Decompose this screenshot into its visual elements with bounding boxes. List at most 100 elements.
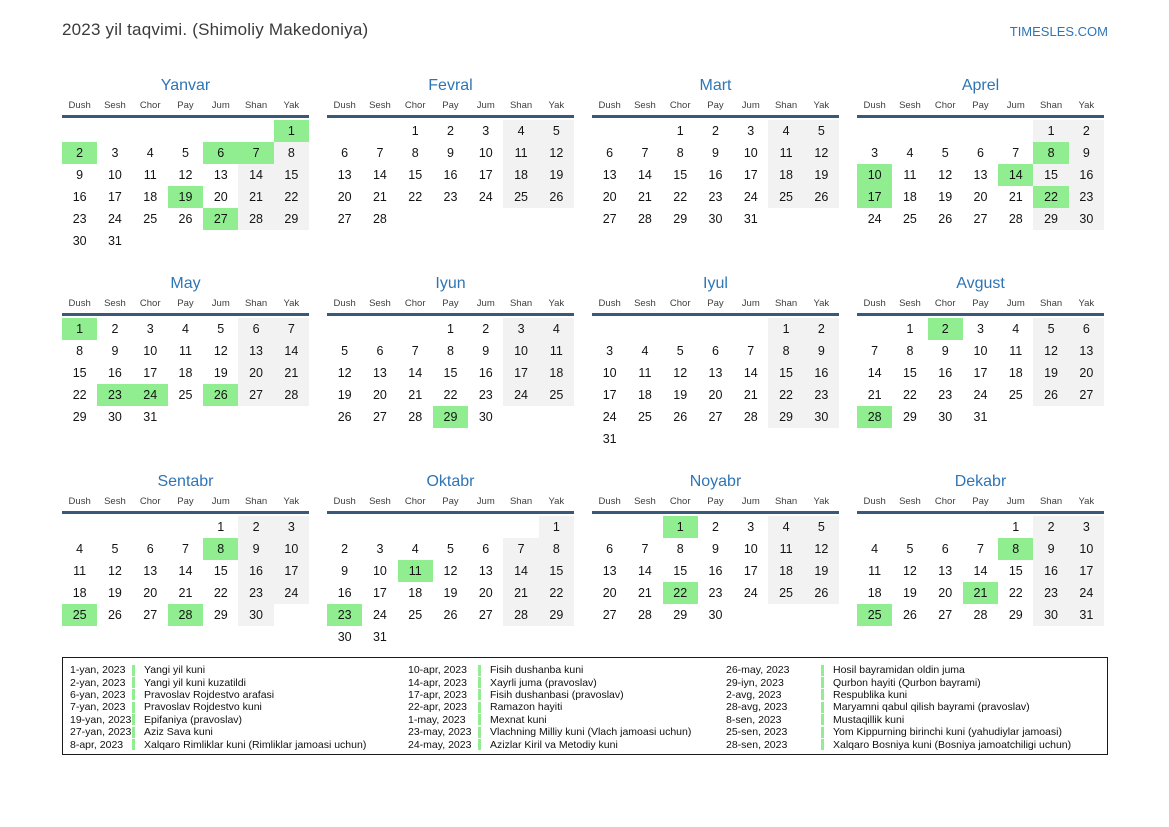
- day-cell: 7: [182, 542, 189, 556]
- day-cell: 14: [637, 564, 652, 578]
- holiday-tick: [821, 689, 824, 701]
- day-cell: 15: [673, 168, 688, 182]
- empty-cell: [468, 516, 503, 538]
- day-cell: 20: [143, 586, 158, 600]
- day-cell: 21: [637, 586, 652, 600]
- day-cell: 14: [637, 168, 652, 182]
- weekend-day-cell: 14: [273, 340, 309, 362]
- weekend-day-cell: 2: [238, 516, 274, 538]
- day-cell: 24: [478, 190, 493, 204]
- weekday-label: Sesh: [369, 100, 391, 111]
- weekend-day-cell: 12: [803, 538, 839, 560]
- holiday-day-cell: 22: [1033, 186, 1069, 208]
- holiday-day-cell: 8: [998, 538, 1034, 560]
- day-cell: 5: [217, 322, 225, 336]
- empty-cell: [539, 208, 574, 230]
- legend-label: Epifaniya (pravoslav): [144, 713, 243, 726]
- weekend-day-cell: 8: [273, 142, 309, 164]
- holiday-day-cell: 21: [962, 582, 999, 604]
- weekday-label: Pay: [972, 100, 989, 111]
- weekend-day-cell: 21: [238, 186, 274, 208]
- day-cell: 8: [676, 146, 684, 160]
- weekday-label: Sesh: [104, 496, 126, 507]
- day-cell: 21: [743, 388, 758, 402]
- empty-cell: [733, 318, 768, 340]
- empty-cell: [238, 428, 273, 450]
- weekday-label: Jum: [211, 100, 230, 111]
- day-cell: 17: [973, 366, 988, 380]
- day-cell: 16: [337, 586, 352, 600]
- weekend-day-cell: 3: [1068, 516, 1104, 538]
- empty-cell: [327, 120, 362, 142]
- weekend-day-cell: 9: [238, 538, 274, 560]
- legend-entry: 22-apr, 2023 Ramazon hayiti: [408, 701, 726, 713]
- weekend-day-cell: 15: [538, 560, 574, 582]
- empty-cell: [168, 230, 203, 252]
- weekend-day-cell: 9: [1068, 142, 1104, 164]
- day-cell: 3: [376, 542, 384, 556]
- day-cell: 7: [411, 344, 419, 358]
- weekend-day-cell: 24: [503, 384, 539, 406]
- day-cell: 20: [602, 190, 617, 204]
- weekend-day-cell: 11: [503, 142, 539, 164]
- empty-cell: [857, 120, 892, 142]
- day-cell: 15: [408, 168, 423, 182]
- empty-cell: [998, 626, 1033, 648]
- legend-date: 17-apr, 2023: [408, 688, 467, 701]
- holiday-tick: [132, 726, 135, 738]
- legend-entry: 7-yan, 2023 Pravoslav Rojdestvo kuni: [70, 701, 408, 713]
- weekend-day-cell: 30: [1068, 208, 1104, 230]
- weekend-day-cell: 15: [273, 164, 309, 186]
- legend-date: 29-iyn, 2023: [726, 676, 784, 689]
- weekend-day-cell: 10: [503, 340, 539, 362]
- weekday-label: Jum: [1006, 100, 1025, 111]
- day-cell: 27: [602, 212, 617, 226]
- empty-cell: [963, 120, 998, 142]
- weekend-day-cell: 9: [1033, 538, 1069, 560]
- weekday-label: Dush: [333, 496, 356, 507]
- day-cell: 10: [743, 146, 758, 160]
- day-cell: 22: [443, 388, 458, 402]
- day-cell: 28: [743, 410, 758, 424]
- site-link[interactable]: TIMESLES.COM: [1009, 24, 1108, 39]
- empty-cell: [663, 428, 698, 450]
- weekend-day-cell: 2: [1068, 120, 1104, 142]
- day-cell: 22: [408, 190, 423, 204]
- day-cell: 15: [443, 366, 458, 380]
- day-cell: 28: [637, 608, 652, 622]
- day-cell: 15: [1008, 564, 1023, 578]
- weekend-day-cell: 13: [238, 340, 274, 362]
- empty-cell: [327, 428, 362, 450]
- holiday-tick: [132, 689, 135, 701]
- day-cell: 6: [146, 542, 154, 556]
- empty-cell: [539, 230, 574, 252]
- empty-cell: [663, 318, 698, 340]
- weekday-label: Dush: [863, 496, 886, 507]
- day-cell: 22: [213, 586, 228, 600]
- weekday-label: Jum: [741, 100, 760, 111]
- day-cell: 18: [178, 366, 193, 380]
- empty-cell: [503, 516, 538, 538]
- empty-cell: [97, 626, 132, 648]
- month-may: May Dush Sesh Chor Pay Jum Shan Yak 1 2 3 4 5 6 7 8 9 10 1…: [62, 272, 309, 450]
- day-cell: 12: [213, 344, 228, 358]
- holiday-day-cell: 1: [62, 318, 98, 340]
- day-cell: 31: [372, 630, 387, 644]
- day-cell: 21: [867, 388, 882, 402]
- weekend-day-cell: 8: [538, 538, 574, 560]
- legend-entry: 10-apr, 2023 Fisih dushanba kuni: [408, 664, 726, 676]
- day-cell: 9: [712, 146, 719, 160]
- weekend-day-cell: 16: [238, 560, 274, 582]
- day-cell: 29: [902, 410, 917, 424]
- weekend-day-cell: 29: [273, 208, 309, 230]
- day-cell: 30: [478, 410, 493, 424]
- empty-cell: [238, 406, 273, 428]
- month-dekabr: Dekabr Dush Sesh Chor Pay Jum Shan Yak 1 2 3 4 5 6 7 8 9…: [857, 470, 1104, 648]
- weekend-day-cell: 29: [538, 604, 574, 626]
- legend-entry: 2-yan, 2023 Yangi yil kuni kuzatildi: [70, 676, 408, 689]
- day-cell: 7: [376, 146, 384, 160]
- weekday-header-row: Dush Sesh Chor Pay Jum Shan Yak: [857, 100, 1104, 118]
- empty-cell: [1033, 428, 1068, 450]
- empty-cell: [97, 428, 132, 450]
- weekend-day-cell: 30: [1033, 604, 1069, 626]
